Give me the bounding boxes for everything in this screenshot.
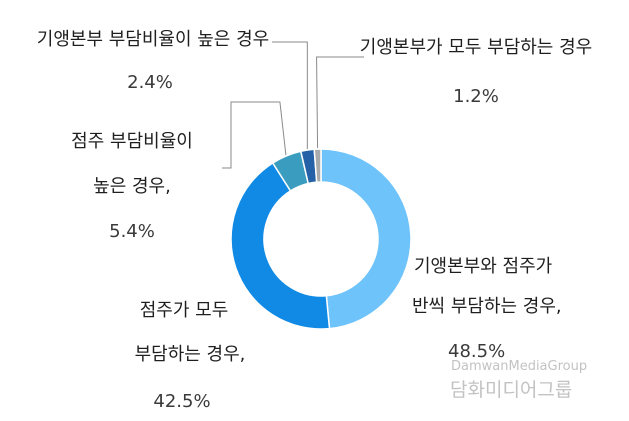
svg-text:반씩 부담하는 경우,: 반씩 부담하는 경우, xyxy=(412,296,562,317)
slice-value-label: 1.2% xyxy=(453,86,499,107)
leader-lines xyxy=(222,41,364,169)
slice-label-line: 높은 경우, xyxy=(93,176,171,197)
donut-slice-4 xyxy=(313,148,322,183)
leader-line-slice-4 xyxy=(316,56,364,149)
svg-text:점주가 모두: 점주가 모두 xyxy=(140,300,229,321)
svg-text:높은 경우,: 높은 경우, xyxy=(93,176,171,197)
slice-value-label: 2.4% xyxy=(127,72,173,93)
slice-label-line: 기앵본부가 모두 부담하는 경우 xyxy=(360,37,592,58)
svg-text:점주 부담비율이: 점주 부담비율이 xyxy=(71,131,193,152)
slice-label-line: 점주 부담비율이 xyxy=(71,131,193,152)
leader-line-slice-3 xyxy=(272,41,308,150)
slice-label-line: 부담하는 경우, xyxy=(135,344,246,365)
watermark-english: DamwanMediaGroup xyxy=(451,359,587,374)
slice-label-line: 반씩 부담하는 경우, xyxy=(412,296,562,317)
donut-slice-0 xyxy=(320,148,412,330)
slice-value-label: 42.5% xyxy=(153,391,210,412)
slice-label-line: 기앵본부 부담비율이 높은 경우 xyxy=(37,29,269,50)
donut-slices xyxy=(230,148,412,330)
slice-label-line: 점주가 모두 xyxy=(140,300,229,321)
donut-slice-1 xyxy=(230,161,331,330)
svg-text:기앵본부 부담비율이 높은 경우: 기앵본부 부담비율이 높은 경우 xyxy=(37,29,269,50)
svg-text:부담하는 경우,: 부담하는 경우, xyxy=(135,344,246,365)
svg-text:기앵본부가 모두 부담하는 경우: 기앵본부가 모두 부담하는 경우 xyxy=(360,37,592,58)
slice-label-line: 기앵본부와 점주가 xyxy=(414,256,552,277)
svg-text:기앵본부와 점주가: 기앵본부와 점주가 xyxy=(414,256,552,277)
slice-value-label: 48.5% xyxy=(448,341,505,362)
watermark-korean: 담화미디어그룹 xyxy=(450,379,572,401)
leader-line-slice-2 xyxy=(222,101,287,169)
slice-value-label: 5.4% xyxy=(109,221,155,242)
